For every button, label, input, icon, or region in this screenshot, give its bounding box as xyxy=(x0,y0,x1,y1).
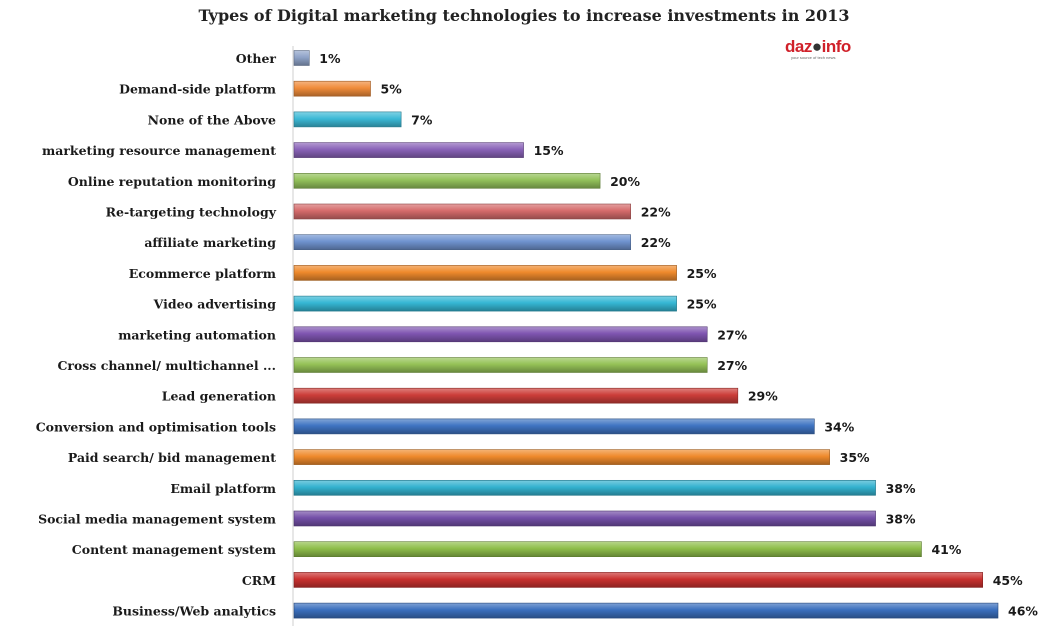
data-label: 45% xyxy=(993,573,1023,588)
data-label: 27% xyxy=(717,358,747,373)
data-label: 25% xyxy=(687,297,717,312)
bar xyxy=(293,510,876,527)
data-label: 5% xyxy=(381,82,403,97)
data-label: 41% xyxy=(931,542,961,557)
data-label: 15% xyxy=(534,143,564,158)
data-label: 25% xyxy=(687,266,717,281)
bar xyxy=(293,572,983,588)
data-label: 46% xyxy=(1008,604,1038,619)
category-label: Demand-side platform xyxy=(119,82,276,97)
category-label: affiliate marketing xyxy=(144,235,276,250)
data-label: 7% xyxy=(411,112,433,127)
bar xyxy=(293,479,876,496)
dazeinfo-logo: daz●info your source of tech news xyxy=(785,37,851,60)
category-label: Cross channel/ multichannel ... xyxy=(57,358,276,373)
data-label: 35% xyxy=(840,450,870,465)
bar xyxy=(293,449,830,465)
category-label: Online reputation monitoring xyxy=(68,174,276,189)
bar xyxy=(293,541,922,558)
bar xyxy=(293,387,739,404)
bar xyxy=(293,203,631,220)
category-label: Other xyxy=(236,51,277,66)
category-label: marketing resource management xyxy=(42,143,276,158)
bar xyxy=(293,602,999,619)
data-label: 38% xyxy=(886,481,916,496)
category-label: Lead generation xyxy=(162,389,276,404)
bar xyxy=(293,326,708,343)
category-label: Ecommerce platform xyxy=(129,266,276,281)
bar xyxy=(293,295,677,312)
bar xyxy=(293,80,371,97)
bar xyxy=(293,357,708,373)
category-label: Business/Web analytics xyxy=(112,604,276,619)
bar xyxy=(293,173,601,189)
category-label: None of the Above xyxy=(148,112,276,127)
chart-title: Types of Digital marketing technologies … xyxy=(198,6,850,25)
bar xyxy=(293,234,631,250)
data-label: 22% xyxy=(641,205,671,220)
data-label: 1% xyxy=(319,51,341,66)
category-label: Paid search/ bid management xyxy=(68,450,276,465)
category-label: Social media management system xyxy=(38,512,276,527)
data-label: 20% xyxy=(610,174,640,189)
category-label: Re-targeting technology xyxy=(106,205,277,220)
category-label: CRM xyxy=(242,573,276,588)
data-label: 29% xyxy=(748,389,778,404)
category-label: Content management system xyxy=(72,542,276,557)
data-label: 22% xyxy=(641,235,671,250)
category-label: Video advertising xyxy=(153,297,277,312)
category-label: marketing automation xyxy=(118,327,276,342)
bar xyxy=(293,142,524,158)
data-label: 38% xyxy=(886,512,916,527)
bar xyxy=(293,111,402,128)
category-label: Email platform xyxy=(170,481,276,496)
data-label: 27% xyxy=(717,327,747,342)
bar xyxy=(293,265,677,281)
data-label: 34% xyxy=(824,419,854,434)
bar xyxy=(293,418,815,435)
bar xyxy=(293,50,310,66)
category-label: Conversion and optimisation tools xyxy=(36,419,276,434)
